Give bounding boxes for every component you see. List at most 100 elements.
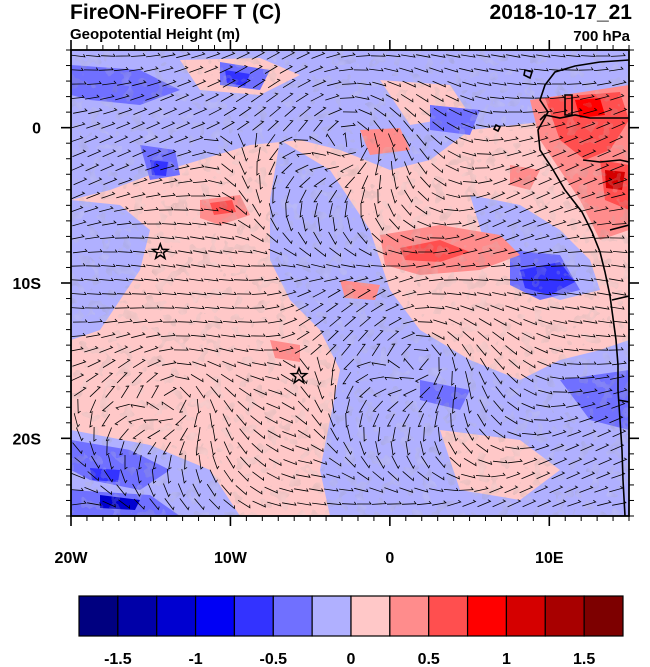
wind-barb (505, 262, 521, 268)
wind-barb (391, 455, 400, 470)
wind-barb (341, 501, 357, 505)
wind-barb (566, 81, 582, 85)
wind-barb (87, 220, 102, 226)
wind-barb (535, 163, 550, 172)
wind-barb (339, 164, 354, 173)
wind-barb (146, 372, 159, 383)
wind-barb (460, 233, 475, 241)
wind-barb (178, 441, 185, 456)
wind-barb (550, 263, 566, 267)
wind-barb (175, 93, 190, 102)
wind-barb (309, 135, 323, 144)
wind-barb (266, 51, 281, 60)
wind-barb (265, 263, 281, 267)
wind-barb (113, 66, 129, 72)
wind-barb (268, 389, 283, 395)
wind-barb (435, 456, 446, 469)
wind-barb (161, 121, 176, 130)
wind-barb (221, 120, 235, 130)
wind-barb (549, 347, 564, 353)
wind-barb (160, 93, 175, 101)
wind-barb (356, 264, 371, 268)
wind-barb (613, 177, 628, 185)
wind-barb (478, 178, 493, 184)
wind-barb (595, 93, 610, 101)
wind-barb (492, 150, 507, 156)
wind-barb (461, 473, 476, 479)
wind-barb (176, 121, 191, 130)
wind-barb (490, 344, 502, 356)
wind-barb (583, 177, 598, 185)
wind-barb (84, 345, 99, 353)
colorbar-swatch (350, 595, 391, 637)
wind-barb (237, 78, 251, 88)
wind-barb (462, 292, 477, 296)
wind-barb (162, 319, 178, 323)
wind-barb (523, 319, 538, 326)
wind-barb (115, 263, 131, 268)
wind-barb (114, 345, 129, 354)
wind-barb (339, 276, 354, 282)
wind-barb (265, 304, 280, 310)
wind-barb (71, 332, 86, 337)
wind-barb (358, 413, 363, 428)
wind-barb (250, 263, 266, 267)
wind-barb (268, 203, 276, 218)
wind-barb (579, 278, 594, 282)
wind-barb (431, 163, 443, 174)
wind-barb (419, 107, 431, 118)
wind-barb (594, 135, 609, 144)
wind-barb (346, 385, 354, 399)
wind-barb (84, 205, 99, 213)
wind-barb (536, 471, 551, 480)
wind-barb (163, 107, 178, 116)
wind-barb (478, 318, 492, 327)
wind-barb (568, 457, 583, 466)
wind-barb (462, 331, 474, 342)
wind-barb (507, 149, 522, 157)
wind-barb (282, 502, 297, 506)
wind-barb (191, 121, 206, 129)
wind-barb (343, 441, 353, 455)
wind-barb (313, 120, 324, 132)
wind-barb (286, 217, 294, 232)
wind-barb (344, 316, 357, 327)
wind-barb (71, 234, 85, 240)
wind-barb (237, 499, 251, 509)
wind-barb (580, 306, 595, 310)
wind-barb (423, 426, 427, 442)
wind-barb (370, 94, 384, 102)
wind-barb (567, 248, 583, 253)
wind-barb (193, 107, 208, 116)
wind-barb (579, 374, 595, 379)
wind-barb (582, 429, 597, 437)
wind-barb (494, 358, 505, 371)
wind-barb (282, 431, 297, 438)
wind-barb (474, 165, 490, 169)
wind-barb (521, 81, 537, 86)
wind-barb (506, 331, 520, 341)
wind-barb (402, 388, 417, 397)
wind-barb (387, 359, 400, 369)
wind-barb (120, 469, 128, 484)
wind-barb (163, 178, 178, 184)
wind-barb (136, 469, 142, 484)
wind-barb (550, 376, 565, 380)
wind-barb (254, 132, 258, 148)
wind-barb (416, 262, 431, 268)
wind-barb (353, 67, 369, 71)
wind-barb (548, 67, 564, 71)
wind-barb (272, 188, 276, 204)
wind-barb (610, 53, 626, 57)
wind-barb (608, 347, 624, 351)
wind-barb (295, 92, 309, 103)
wind-barb (240, 456, 251, 469)
wind-barb (344, 456, 356, 468)
wind-barb (296, 264, 311, 269)
wind-barb (332, 217, 338, 232)
wind-barb (493, 248, 508, 254)
wind-barb (594, 206, 609, 212)
wind-barb (347, 427, 353, 442)
wind-barb (191, 264, 206, 268)
wind-barb (535, 305, 550, 311)
